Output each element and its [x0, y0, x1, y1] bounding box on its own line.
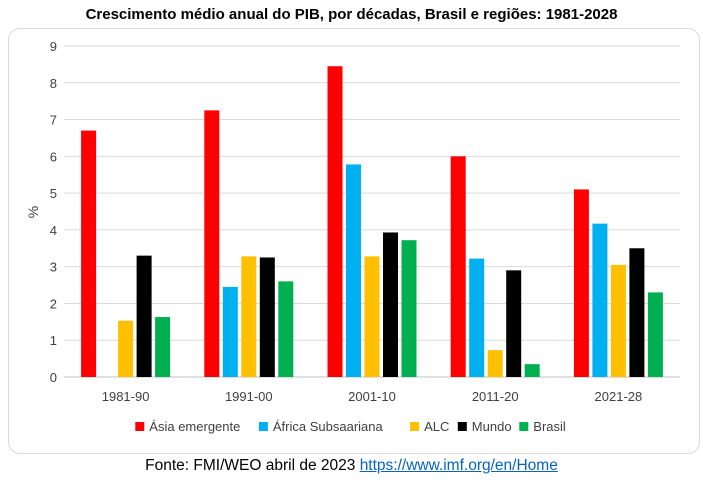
bar: [383, 232, 398, 377]
source-text: Fonte: FMI/WEO abril de 2023: [145, 457, 360, 474]
y-tick-label: 1: [50, 333, 57, 348]
bar: [222, 286, 238, 377]
bar: [346, 164, 361, 377]
x-tick-label: 2011-20: [472, 389, 519, 404]
bar: [610, 264, 626, 377]
bar-chart: 0 1 2 3 4 5 6 7 8 9% 1981-90 1991-00 2001-10 2011-20 2…: [25, 39, 680, 434]
bar: [647, 292, 663, 377]
y-tick-label: 5: [50, 186, 57, 201]
bar: [401, 240, 417, 377]
bar: [592, 223, 608, 377]
source-note: Fonte: FMI/WEO abril de 2023 https://www…: [0, 457, 703, 475]
legend-swatch: [410, 422, 420, 431]
bar: [506, 270, 522, 377]
x-tick-label: 1981-90: [102, 389, 150, 404]
y-tick-label: 2: [50, 296, 57, 311]
legend-swatch: [258, 422, 268, 431]
bar: [155, 317, 171, 377]
bar: [450, 156, 466, 377]
y-tick-label: 7: [50, 113, 57, 128]
bar: [469, 258, 485, 377]
y-tick-label: 9: [50, 39, 57, 54]
y-tick-label: 8: [50, 76, 57, 91]
legend-label: Ásia emergente: [149, 419, 240, 434]
source-link[interactable]: https://www.imf.org/en/Home: [359, 457, 558, 474]
chart-title: Crescimento médio anual do PIB, por déca…: [85, 6, 618, 23]
x-tick-label: 1991-00: [225, 389, 273, 404]
bar: [81, 130, 97, 377]
legend-label: Brasil: [533, 419, 566, 434]
bar: [204, 110, 220, 377]
bar: [136, 255, 152, 377]
y-tick-label: 4: [50, 223, 57, 238]
x-tick-label: 2001-10: [348, 389, 396, 404]
bar: [629, 248, 645, 377]
bar: [118, 320, 134, 377]
bar: [573, 189, 589, 377]
bar: [364, 256, 380, 377]
y-tick-label: 6: [50, 149, 57, 164]
legend-swatch: [135, 422, 145, 431]
legend-label: Mundo: [472, 419, 512, 434]
legend-swatch: [519, 422, 529, 431]
x-tick-label: 2021-28: [595, 389, 643, 404]
y-tick-label: 0: [50, 370, 57, 385]
bar: [524, 364, 540, 377]
bar: [259, 257, 275, 377]
y-axis-label: %: [25, 206, 41, 218]
bar: [241, 256, 257, 377]
bar: [278, 281, 294, 377]
legend-label: África Subsaariana: [273, 419, 384, 434]
bar: [327, 66, 343, 377]
legend-label: ALC: [424, 419, 449, 434]
y-tick-label: 3: [50, 260, 57, 275]
bar: [487, 350, 503, 377]
legend-swatch: [457, 422, 467, 431]
